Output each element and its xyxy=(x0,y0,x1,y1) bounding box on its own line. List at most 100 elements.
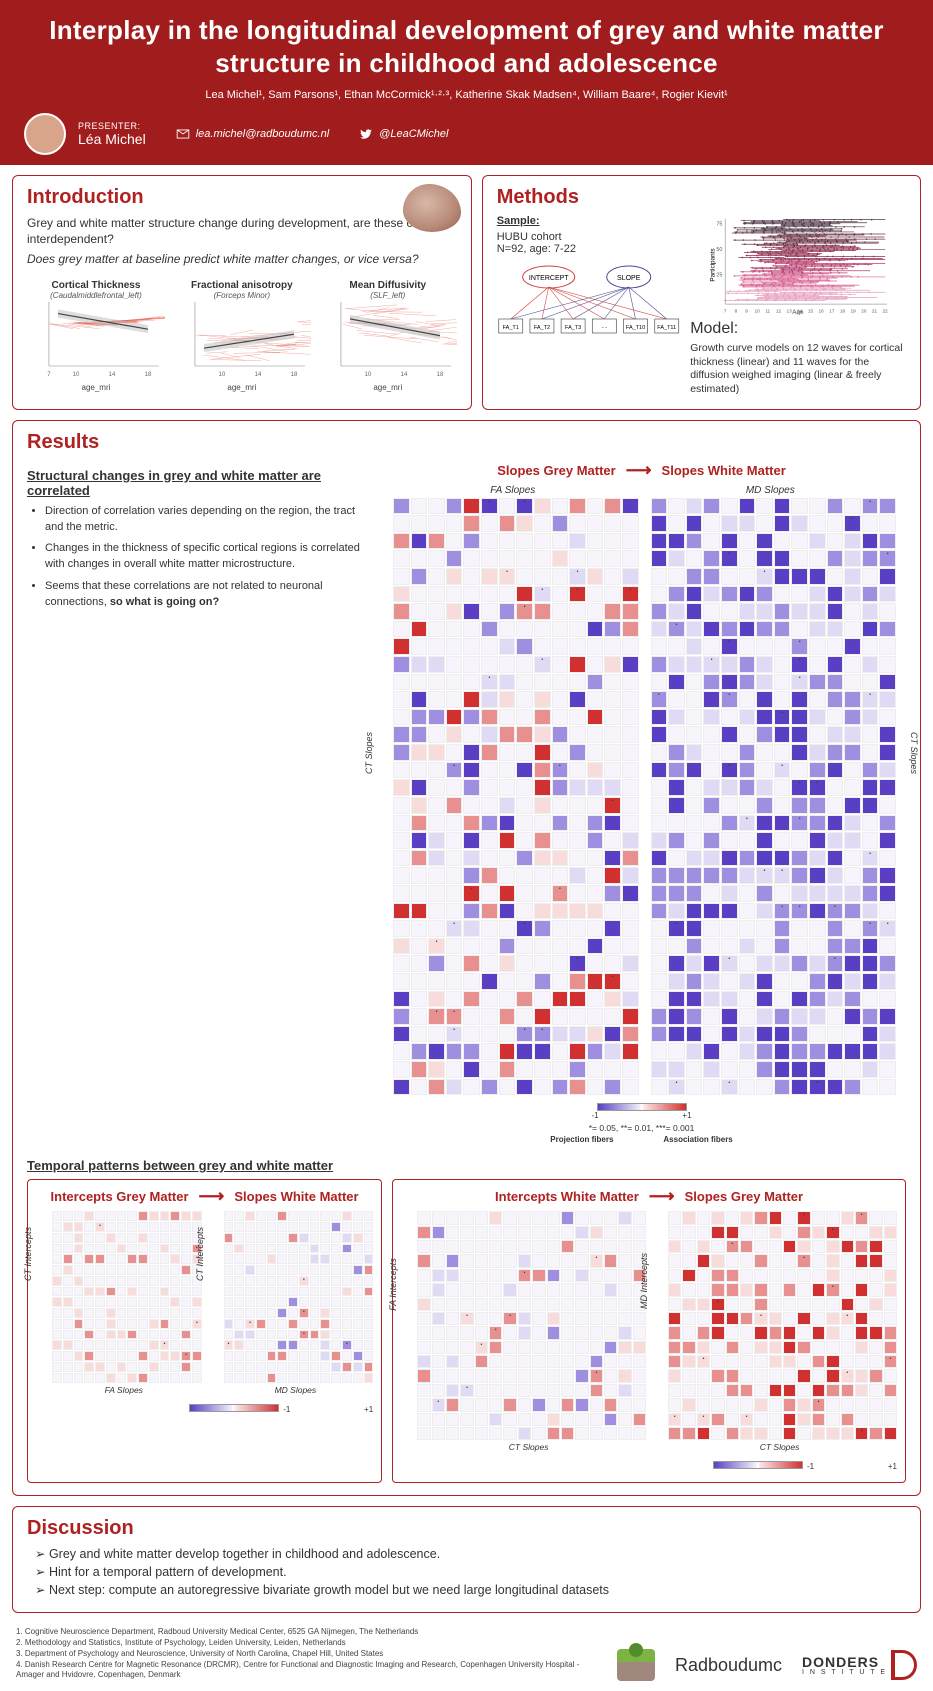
svg-text:14: 14 xyxy=(255,372,262,378)
results-sub2: Temporal patterns between grey and white… xyxy=(27,1158,906,1173)
svg-text:7: 7 xyxy=(724,308,727,313)
intro-chart: Cortical Thickness (Caudalmiddlefrontal_… xyxy=(27,280,165,392)
svg-text:11: 11 xyxy=(766,308,771,313)
discussion-heading: Discussion xyxy=(27,1517,906,1540)
svg-text:19: 19 xyxy=(851,308,857,313)
presenter-bar: PRESENTER: Léa Michel lea.michel@radboud… xyxy=(24,113,909,155)
arrow-icon: ⟶ xyxy=(199,1186,225,1207)
discussion-panel: Discussion Grey and white matter develop… xyxy=(12,1506,921,1613)
svg-text:INTERCEPT: INTERCEPT xyxy=(529,275,569,282)
svg-text:FA_T1: FA_T1 xyxy=(502,325,518,331)
significance-note: *= 0.05, **= 0.01, ***= 0.001 xyxy=(377,1123,906,1133)
poster-header: Interplay in the longitudinal developmen… xyxy=(0,0,933,165)
svg-text:14: 14 xyxy=(109,372,116,378)
svg-text:7: 7 xyxy=(47,372,51,378)
twitter-contact: @LeaCMichel xyxy=(359,127,448,141)
svg-text:22: 22 xyxy=(883,308,889,313)
heatmap-fa-slopes: ••••••••••••••••••••••••• xyxy=(387,498,638,1096)
presenter-label: PRESENTER: xyxy=(78,121,146,131)
svg-text:FA_T3: FA_T3 xyxy=(565,325,581,331)
results-heading: Results xyxy=(27,431,906,454)
model-text: Growth curve models on 12 waves for cort… xyxy=(690,342,906,397)
discussion-item: Hint for a temporal pattern of developme… xyxy=(35,1564,906,1579)
presenter-name: Léa Michel xyxy=(78,131,146,147)
affiliation-line: 3. Department of Psychology and Neurosci… xyxy=(16,1649,597,1660)
donders-logo: DONDERS I N S T I T U T E xyxy=(802,1650,917,1680)
arrow-icon: ⟶ xyxy=(649,1186,675,1207)
svg-text:18: 18 xyxy=(840,308,846,313)
sample-text: HUBU cohort N=92, age: 7-22 xyxy=(497,231,680,255)
svg-text:21: 21 xyxy=(872,308,878,313)
hubu-logo xyxy=(617,1649,655,1681)
bullet-item: Seems that these correlations are not re… xyxy=(45,579,367,611)
discussion-list: Grey and white matter develop together i… xyxy=(27,1546,906,1597)
svg-text:18: 18 xyxy=(145,372,152,378)
svg-text:FA_T10: FA_T10 xyxy=(626,325,645,331)
svg-text:9: 9 xyxy=(745,308,748,313)
author-list: Lea Michel¹, Sam Parsons¹, Ethan McCormi… xyxy=(24,89,909,101)
methods-panel: Methods Sample: HUBU cohort N=92, age: 7… xyxy=(482,175,921,410)
presenter-avatar xyxy=(24,113,66,155)
svg-text:Age: Age xyxy=(792,309,804,315)
svg-text:FA_T11: FA_T11 xyxy=(657,325,676,331)
svg-text:Participants: Participants xyxy=(709,248,716,281)
email-icon xyxy=(176,127,190,141)
svg-text:10: 10 xyxy=(73,372,80,378)
participant-timeline-chart: 25507578910111213141516171819202122Parti… xyxy=(690,215,906,315)
model-label: Model: xyxy=(690,320,738,337)
heatmap-iwm-md: ••••••••••••••••• xyxy=(662,1211,897,1440)
color-legend xyxy=(713,1461,803,1469)
color-legend xyxy=(189,1404,279,1412)
heatmap-iwm-fa: ••••••••• xyxy=(411,1211,646,1440)
heatmap-igm-md: •••••• xyxy=(218,1211,374,1382)
affiliations: 1. Cognitive Neuroscience Department, Ra… xyxy=(16,1627,597,1681)
email-contact: lea.michel@radboudumc.nl xyxy=(176,127,329,141)
bullet-item: Changes in the thickness of specific cor… xyxy=(45,541,367,573)
methods-heading: Methods xyxy=(497,186,906,209)
results-sub1: Structural changes in grey and white mat… xyxy=(27,468,367,498)
svg-text:14: 14 xyxy=(400,372,407,378)
intercepts-wm-block: Intercepts White Matter ⟶ Slopes Grey Ma… xyxy=(392,1179,906,1483)
svg-text:FA_T2: FA_T2 xyxy=(534,325,550,331)
poster-title: Interplay in the longitudinal developmen… xyxy=(24,14,909,79)
discussion-item: Grey and white matter develop together i… xyxy=(35,1546,906,1561)
lgm-diagram: INTERCEPT SLOPE FA_T1 FA_T2 FA_T3 - - FA_T10 FA… xyxy=(497,255,680,345)
results-panel: Results Structural changes in grey and w… xyxy=(12,420,921,1497)
arrow-icon: ⟶ xyxy=(626,460,652,481)
intro-chart: Mean Diffusivity (SLF_left) 101418 age_m… xyxy=(319,280,457,392)
affiliation-line: 4. Danish Research Centre for Magnetic R… xyxy=(16,1660,597,1682)
svg-text:10: 10 xyxy=(755,308,761,313)
svg-text:18: 18 xyxy=(291,372,298,378)
svg-text:10: 10 xyxy=(364,372,371,378)
radboud-logo: Radboudumc xyxy=(675,1655,782,1676)
intro-chart: Fractional anisotropy (Forceps Minor) 10… xyxy=(173,280,311,392)
results-bullets: Direction of correlation varies dependin… xyxy=(27,504,367,612)
intro-heading: Introduction xyxy=(27,186,457,209)
intro-line1: Grey and white matter structure change d… xyxy=(27,216,452,246)
color-legend xyxy=(597,1103,687,1111)
sample-label: Sample: xyxy=(497,215,540,227)
intro-panel: Introduction Grey and white matter struc… xyxy=(12,175,472,410)
svg-text:- -: - - xyxy=(601,325,606,331)
donders-d-icon xyxy=(891,1650,917,1680)
twitter-icon xyxy=(359,127,373,141)
svg-text:12: 12 xyxy=(776,308,782,313)
poster-footer: 1. Cognitive Neuroscience Department, Ra… xyxy=(0,1623,933,1691)
svg-text:75: 75 xyxy=(717,222,723,228)
svg-text:SLOPE: SLOPE xyxy=(617,275,641,282)
heatmap-igm-fa: •••••• xyxy=(46,1211,202,1382)
svg-text:25: 25 xyxy=(717,273,723,279)
svg-text:15: 15 xyxy=(808,308,814,313)
svg-text:10: 10 xyxy=(219,372,226,378)
intro-line2: Does grey matter at baseline predict whi… xyxy=(27,251,457,267)
slopes-corr-title: Slopes Grey Matter ⟶ Slopes White Matter xyxy=(377,460,906,481)
svg-text:20: 20 xyxy=(862,308,868,313)
bullet-item: Direction of correlation varies dependin… xyxy=(45,504,367,536)
svg-text:8: 8 xyxy=(735,308,738,313)
svg-text:16: 16 xyxy=(819,308,825,313)
discussion-item: Next step: compute an autoregressive biv… xyxy=(35,1582,906,1597)
affiliation-line: 1. Cognitive Neuroscience Department, Ra… xyxy=(16,1627,597,1638)
svg-text:18: 18 xyxy=(436,372,443,378)
affiliation-line: 2. Methodology and Statistics, Institute… xyxy=(16,1638,597,1649)
heatmap-md-slopes: ••••••••••••••••••••••••••••••••••• xyxy=(645,498,896,1096)
